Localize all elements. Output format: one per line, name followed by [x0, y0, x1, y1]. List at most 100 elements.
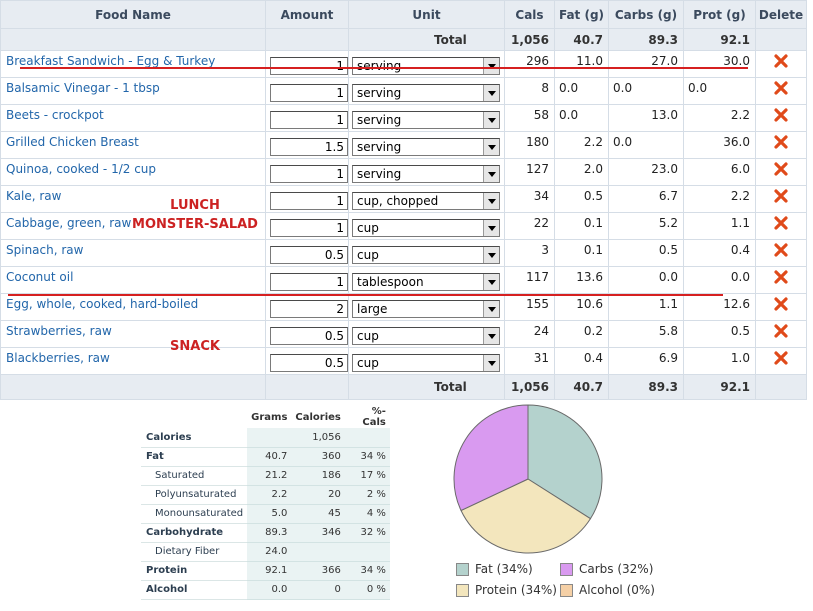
- summary-label: Saturated: [141, 466, 248, 486]
- summary-pct: 0 %: [344, 580, 390, 600]
- unit-select-value: serving: [357, 167, 402, 181]
- legend-item-carbs: Carbs (32%): [560, 562, 653, 576]
- chevron-down-icon[interactable]: [483, 58, 499, 74]
- delete-icon[interactable]: [774, 189, 788, 203]
- food-name-link[interactable]: Balsamic Vinegar - 1 tbsp: [6, 81, 160, 95]
- chevron-down-icon[interactable]: [483, 301, 499, 317]
- summary-pct: [344, 542, 390, 562]
- delete-icon[interactable]: [774, 54, 788, 68]
- delete-icon[interactable]: [774, 108, 788, 122]
- food-fat: 0.2: [554, 320, 609, 348]
- chevron-down-icon[interactable]: [483, 193, 499, 209]
- food-row: Blackberries, raw cup 310.46.91.0: [0, 347, 807, 375]
- delete-icon[interactable]: [774, 243, 788, 257]
- amount-input[interactable]: [270, 354, 348, 372]
- food-prot: 6.0: [683, 158, 756, 186]
- chevron-down-icon[interactable]: [483, 166, 499, 182]
- col-unit[interactable]: Unit: [348, 0, 505, 29]
- summary-calories: 0: [291, 580, 345, 600]
- unit-select[interactable]: serving: [352, 165, 500, 183]
- unit-select[interactable]: tablespoon: [352, 273, 500, 291]
- chevron-down-icon[interactable]: [483, 274, 499, 290]
- unit-select[interactable]: cup: [352, 354, 500, 372]
- amount-input[interactable]: [270, 327, 348, 345]
- delete-icon[interactable]: [774, 81, 788, 95]
- unit-select[interactable]: cup: [352, 219, 500, 237]
- food-fat: 11.0: [554, 50, 609, 78]
- food-name-link[interactable]: Spinach, raw: [6, 243, 84, 257]
- summary-row: Protein 92.1 366 34 %: [141, 561, 390, 581]
- delete-icon[interactable]: [774, 216, 788, 230]
- delete-icon[interactable]: [774, 297, 788, 311]
- delete-icon[interactable]: [774, 270, 788, 284]
- delete-icon[interactable]: [774, 324, 788, 338]
- delete-icon[interactable]: [774, 135, 788, 149]
- summary-row: Monounsaturated 5.0 45 4 %: [141, 504, 390, 524]
- chevron-down-icon[interactable]: [483, 220, 499, 236]
- chevron-down-icon[interactable]: [483, 247, 499, 263]
- amount-input[interactable]: [270, 246, 348, 264]
- amount-input[interactable]: [270, 300, 348, 318]
- food-name-link[interactable]: Cabbage, green, raw: [6, 216, 132, 230]
- food-carbs: 0.0: [608, 266, 684, 294]
- food-name-link[interactable]: Quinoa, cooked - 1/2 cup: [6, 162, 157, 176]
- food-name-link[interactable]: Blackberries, raw: [6, 351, 110, 365]
- summary-row: Polyunsaturated 2.2 20 2 %: [141, 485, 390, 505]
- summary-calories: [291, 542, 345, 562]
- unit-select[interactable]: serving: [352, 84, 500, 102]
- unit-select[interactable]: large: [352, 300, 500, 318]
- summary-calories: 1,056: [291, 428, 345, 448]
- summary-row: Saturated 21.2 186 17 %: [141, 466, 390, 486]
- col-fat[interactable]: Fat (g): [554, 0, 609, 29]
- chevron-down-icon[interactable]: [483, 139, 499, 155]
- amount-input[interactable]: [270, 192, 348, 210]
- amount-input[interactable]: [270, 273, 348, 291]
- food-row: Egg, whole, cooked, hard-boiledlarge1551…: [0, 293, 807, 321]
- col-amount[interactable]: Amount: [265, 0, 349, 29]
- summary-calories: 366: [291, 561, 345, 581]
- legend-label: Fat (34%): [475, 562, 533, 576]
- col-prot[interactable]: Prot (g): [683, 0, 756, 29]
- chevron-down-icon[interactable]: [483, 112, 499, 128]
- col-cals[interactable]: Cals: [504, 0, 555, 29]
- summary-row: Dietary Fiber 24.0: [141, 542, 390, 562]
- amount-input[interactable]: [270, 138, 348, 156]
- food-name-link[interactable]: Egg, whole, cooked, hard-boiled: [6, 297, 199, 311]
- lunch-divider-line: [8, 294, 723, 296]
- food-name-link[interactable]: Kale, raw: [6, 189, 62, 203]
- total-fat: 40.7: [554, 374, 609, 400]
- unit-select[interactable]: cup: [352, 327, 500, 345]
- summary-grams: 24.0: [247, 542, 292, 562]
- chevron-down-icon[interactable]: [483, 85, 499, 101]
- unit-select[interactable]: serving: [352, 111, 500, 129]
- unit-select[interactable]: serving: [352, 57, 500, 75]
- col-food-name[interactable]: Food Name: [0, 0, 266, 29]
- amount-input[interactable]: [270, 111, 348, 129]
- amount-input[interactable]: [270, 57, 348, 75]
- unit-select-value: cup: [357, 248, 379, 262]
- food-fat: 2.2: [554, 131, 609, 159]
- summary-label: Fat: [141, 447, 248, 467]
- delete-icon[interactable]: [774, 162, 788, 176]
- amount-input[interactable]: [270, 165, 348, 183]
- food-name-link[interactable]: Beets - crockpot: [6, 108, 104, 122]
- food-name-link[interactable]: Strawberries, raw: [6, 324, 112, 338]
- food-row: Coconut oiltablespoon11713.60.00.0: [0, 266, 807, 294]
- chevron-down-icon[interactable]: [483, 328, 499, 344]
- food-carbs: 27.0: [608, 50, 684, 78]
- food-name-link[interactable]: Breakfast Sandwich - Egg & Turkey: [6, 54, 216, 68]
- unit-select[interactable]: cup: [352, 246, 500, 264]
- unit-select[interactable]: cup, chopped: [352, 192, 500, 210]
- amount-input[interactable]: [270, 219, 348, 237]
- summary-header-row: Grams Calories %-Cals: [141, 406, 390, 428]
- summary-grams: [247, 428, 292, 448]
- total-label: Total: [348, 374, 505, 400]
- delete-icon[interactable]: [774, 351, 788, 365]
- unit-select[interactable]: serving: [352, 138, 500, 156]
- unit-select-value: large: [357, 302, 388, 316]
- amount-input[interactable]: [270, 84, 348, 102]
- food-name-link[interactable]: Grilled Chicken Breast: [6, 135, 139, 149]
- food-name-link[interactable]: Coconut oil: [6, 270, 74, 284]
- chevron-down-icon[interactable]: [483, 355, 499, 371]
- col-carbs[interactable]: Carbs (g): [608, 0, 684, 29]
